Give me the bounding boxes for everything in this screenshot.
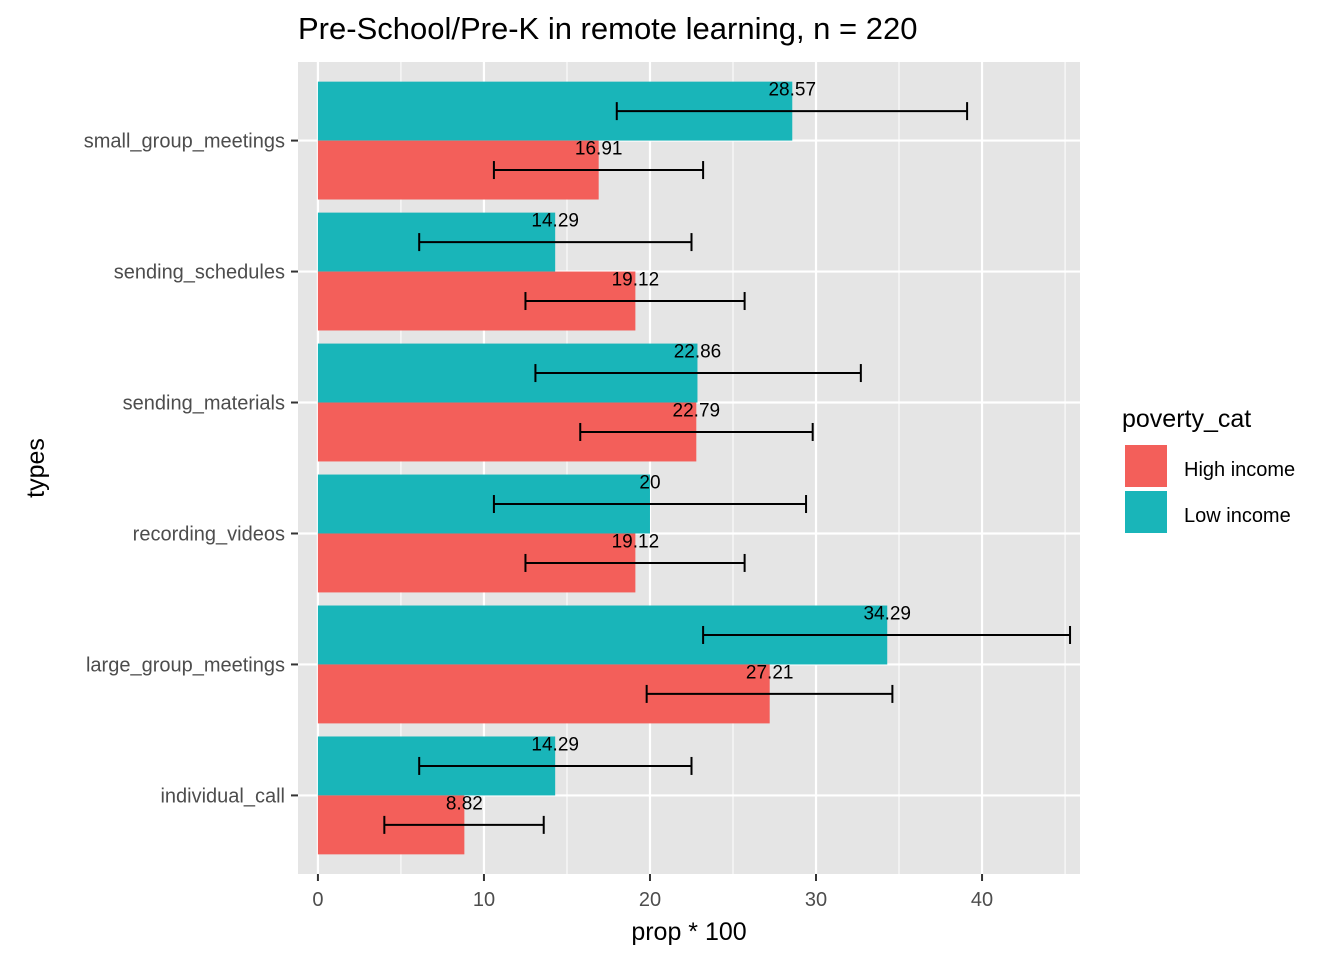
- data-label: 34.29: [863, 604, 911, 625]
- data-label: 19.12: [612, 531, 660, 552]
- error-bar-low-income-small-group-meetings: [615, 102, 969, 121]
- y-tick-label: large_group_meetings: [86, 654, 285, 676]
- data-label: 27.21: [746, 662, 794, 683]
- y-tick-label: sending_materials: [123, 393, 285, 415]
- data-label: 8.82: [446, 793, 483, 814]
- x-tick-label: 0: [312, 889, 323, 911]
- data-label: 22.86: [674, 342, 722, 363]
- error-bar-high-income-sending-schedules: [524, 292, 746, 311]
- data-label: 28.57: [768, 80, 816, 101]
- legend-label-low-income: Low income: [1184, 505, 1291, 527]
- error-bar-high-income-large-group-meetings: [645, 684, 894, 703]
- legend-key-high-income: [1123, 443, 1169, 489]
- data-label: 19.12: [612, 270, 660, 291]
- error-bar-high-income-individual-call: [383, 815, 545, 834]
- error-bars: [383, 102, 1072, 834]
- y-tick-label: individual_call: [160, 785, 285, 807]
- error-bar-low-income-individual-call: [418, 756, 693, 775]
- x-axis: 0 10 20 30 40: [312, 874, 993, 911]
- error-bar-low-income-sending-schedules: [418, 233, 693, 252]
- x-tick-label: 30: [805, 889, 827, 911]
- data-label: 16.91: [575, 139, 623, 160]
- error-bar-high-income-sending-materials: [579, 422, 814, 441]
- x-tick-label: 40: [971, 889, 993, 911]
- data-label: 14.29: [531, 734, 579, 755]
- error-bar-high-income-recording-videos: [524, 553, 746, 572]
- y-tick-label: recording_videos: [133, 523, 285, 545]
- error-bar-low-income-recording-videos: [492, 495, 808, 514]
- x-tick-label: 20: [639, 889, 661, 911]
- chart-title: Pre-School/Pre-K in remote learning, n =…: [298, 11, 917, 46]
- error-bar-low-income-large-group-meetings: [702, 625, 1072, 644]
- error-bar-low-income-sending-materials: [534, 364, 862, 383]
- legend-key-low-income: [1123, 489, 1169, 535]
- y-axis: small_group_meetings sending_schedulessen…: [84, 131, 298, 807]
- data-label: 22.79: [673, 401, 721, 422]
- legend-title: poverty_cat: [1122, 405, 1251, 433]
- legend-label-high-income: High income: [1184, 459, 1295, 481]
- data-label: 20: [639, 473, 660, 494]
- legend: poverty_cat High income Low income: [1122, 405, 1295, 535]
- error-bar-high-income-small-group-meetings: [492, 161, 705, 180]
- y-tick-label: sending_schedules: [114, 262, 285, 284]
- x-tick-label: 10: [473, 889, 495, 911]
- y-tick-label: small_group_meetings: [84, 131, 285, 153]
- data-label: 14.29: [531, 211, 579, 232]
- x-axis-title: prop * 100: [631, 918, 746, 946]
- data-labels: 28.57 14.29 22.86 20 34.29 14.29 16.91 19.12 22.…: [446, 80, 911, 815]
- y-axis-title: types: [22, 438, 50, 498]
